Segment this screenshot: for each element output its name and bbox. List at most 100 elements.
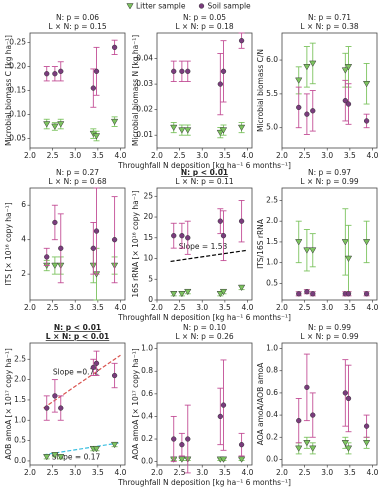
- x-tick-label: 3.5: [219, 468, 231, 477]
- data-point: [295, 239, 303, 246]
- data-point: [111, 44, 118, 51]
- y-tick-label: 0.04: [136, 54, 153, 63]
- y-tick-label: 5: [148, 274, 153, 283]
- data-point: [296, 417, 302, 424]
- data-point: [51, 262, 59, 270]
- y-tick-label: 2: [21, 269, 26, 278]
- y-tick-label: 25: [143, 191, 153, 200]
- x-tick-label: 4.0: [367, 468, 379, 477]
- y-axis-label: 16S rRNA [× 10¹⁶ copy ha⁻¹]: [131, 190, 140, 297]
- y-tick-label: 0.2: [266, 432, 278, 441]
- x-tick-label: 2.5: [174, 151, 186, 160]
- x-tick-label: 3.0: [69, 151, 81, 160]
- y-tick-label: 0.8: [266, 366, 278, 375]
- p-value-annotation: L × N: p = 0.11: [175, 177, 233, 186]
- legend-marker: [198, 3, 205, 9]
- data-point: [44, 71, 50, 77]
- trend-line: [170, 249, 248, 263]
- p-value-annotation: L × N: p < 0.01: [46, 332, 110, 341]
- p-value-annotation: L × N: p = 0.99: [300, 332, 358, 341]
- data-point: [43, 454, 51, 461]
- y-tick-label: 4: [21, 235, 26, 244]
- y-tick-label: 2.0: [266, 216, 278, 225]
- data-point: [303, 64, 311, 71]
- x-tick-label: 2.5: [174, 303, 186, 312]
- data-point: [362, 80, 371, 88]
- data-point: [179, 442, 185, 448]
- y-tick-label: 20: [143, 212, 153, 221]
- y-axis-label: ITS/16S rRNA: [256, 218, 265, 269]
- data-point: [51, 452, 59, 459]
- x-tick-label: 2.0: [151, 151, 163, 160]
- data-point: [43, 121, 51, 128]
- y-tick-label: 2.5: [14, 354, 26, 363]
- x-tick-label: 3.5: [92, 151, 104, 160]
- data-point: [363, 118, 370, 124]
- data-point: [58, 68, 64, 74]
- y-tick-label: 1.0: [266, 344, 278, 353]
- y-tick-label: 0.0: [14, 456, 26, 465]
- x-tick-label: 2.5: [299, 151, 311, 160]
- x-tick-label: 4.0: [115, 303, 127, 312]
- data-point: [310, 412, 316, 418]
- data-point: [220, 68, 227, 74]
- y-tick-label: 5.5: [266, 89, 278, 98]
- trend-label: Slope = 1.53: [179, 242, 228, 251]
- y-tick-label: 1.0: [266, 258, 278, 267]
- x-tick-label: 3.5: [92, 303, 104, 312]
- data-point: [51, 123, 59, 130]
- y-tick-label: 1.0: [14, 415, 26, 424]
- data-point: [344, 255, 353, 263]
- y-tick-label: 0.5: [14, 436, 26, 445]
- data-point: [57, 454, 65, 461]
- data-point: [219, 456, 228, 463]
- data-point: [238, 38, 245, 44]
- data-point: [341, 239, 349, 246]
- y-tick-label: 0.4: [141, 411, 153, 420]
- p-value-annotation: L × N: p = 0.38: [300, 22, 358, 31]
- data-point: [90, 245, 96, 251]
- x-tick-label: 2.5: [299, 468, 311, 477]
- x-axis-label: Throughfall N deposition [kg ha⁻¹ 6 mont…: [117, 478, 291, 487]
- legend-marker: [126, 3, 134, 10]
- plot-frame: [156, 342, 253, 466]
- x-tick-label: 2.0: [276, 468, 288, 477]
- plot-frame: [29, 32, 126, 149]
- y-tick-label: 15: [143, 233, 153, 242]
- x-tick-label: 2.0: [24, 303, 36, 312]
- data-point: [185, 68, 191, 74]
- x-tick-label: 2.5: [47, 151, 59, 160]
- x-tick-label: 2.5: [47, 468, 59, 477]
- data-point: [58, 245, 64, 251]
- y-tick-label: 5.0: [266, 123, 278, 132]
- x-tick-label: 4.0: [367, 151, 379, 160]
- x-axis-label: Throughfall N deposition [kg ha⁻¹ 6 mont…: [117, 313, 291, 322]
- y-tick-label: 0.6: [141, 389, 153, 398]
- x-tick-label: 3.0: [321, 303, 333, 312]
- x-tick-label: 2.0: [276, 151, 288, 160]
- data-point: [238, 442, 245, 448]
- x-tick-label: 3.0: [69, 303, 81, 312]
- x-tick-label: 2.0: [24, 151, 36, 160]
- p-value-annotation: N: p < 0.01: [54, 323, 101, 332]
- x-tick-label: 2.5: [299, 303, 311, 312]
- x-tick-label: 3.5: [344, 468, 356, 477]
- x-tick-label: 2.5: [47, 303, 59, 312]
- y-tick-label: 2.5: [266, 195, 278, 204]
- y-axis-label: Microbial biomass C/N: [256, 49, 265, 132]
- x-tick-label: 3.0: [69, 468, 81, 477]
- data-point: [171, 233, 177, 239]
- y-tick-label: 0.10: [9, 109, 26, 118]
- data-point: [362, 239, 371, 246]
- y-tick-label: 0.5: [266, 278, 278, 287]
- data-point: [295, 77, 303, 84]
- p-value-annotation: L × N: p = 0.99: [300, 177, 358, 186]
- y-tick-label: 6: [21, 200, 26, 209]
- x-tick-label: 3.0: [196, 303, 208, 312]
- data-point: [185, 235, 191, 241]
- data-point: [217, 81, 223, 87]
- data-point: [342, 97, 348, 104]
- data-point: [44, 405, 50, 411]
- data-point: [304, 384, 310, 391]
- y-tick-label: 0.25: [9, 38, 26, 47]
